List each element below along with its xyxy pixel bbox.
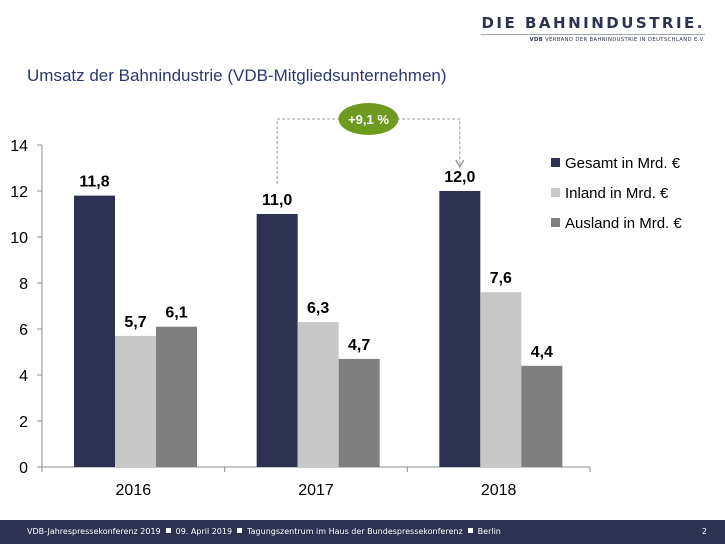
data-label: 7,6 — [490, 270, 512, 287]
data-label: 6,1 — [165, 305, 187, 322]
legend-swatch — [551, 158, 560, 167]
y-tick-label: 6 — [19, 322, 28, 339]
legend-swatch — [551, 218, 560, 227]
bar — [156, 326, 197, 467]
x-tick-label: 2016 — [116, 482, 152, 499]
y-tick-label: 4 — [19, 368, 28, 385]
bar — [115, 335, 156, 467]
growth-badge-label: +9,1 % — [348, 112, 389, 127]
data-label: 4,7 — [348, 337, 370, 354]
y-tick-label: 12 — [10, 184, 28, 201]
legend-swatch — [551, 188, 560, 197]
logo-sub-rest: VERBAND DER BAHNINDUSTRIE IN DEUTSCHLAND… — [543, 37, 705, 43]
y-tick-label: 14 — [10, 138, 28, 155]
footer-event: VDB-Jahrespressekonferenz 2019 — [27, 527, 161, 536]
page-number: 2 — [701, 527, 707, 536]
data-label: 6,3 — [307, 300, 329, 317]
footer-separator — [467, 528, 473, 533]
footer-city: Berlin — [477, 527, 501, 536]
x-tick-label: 2018 — [481, 482, 517, 499]
vdb-logo: DIE BAHNINDUSTRIE. VDB VERBAND DER BAHNI… — [481, 14, 705, 43]
y-tick-label: 0 — [19, 460, 28, 477]
growth-badge — [338, 103, 399, 135]
bar — [439, 191, 481, 467]
logo-rule — [481, 34, 705, 35]
y-tick-label: 8 — [19, 276, 28, 293]
y-tick-label: 10 — [10, 230, 28, 247]
footer-text: VDB-Jahrespressekonferenz 2019 09. April … — [27, 527, 501, 536]
footer-date: 09. April 2019 — [175, 527, 233, 536]
logo-subline: VDB VERBAND DER BAHNINDUSTRIE IN DEUTSCH… — [481, 37, 705, 43]
data-label: 4,4 — [531, 344, 553, 361]
data-label: 11,0 — [262, 192, 292, 209]
revenue-bar-chart: 0 2 4 6 8 10 12 14 2016 2017 2018 11,8 5,7 6,1 11,0 6,3… — [10, 103, 682, 499]
bar — [256, 214, 298, 467]
y-tick-label: 2 — [19, 414, 28, 431]
bar — [521, 365, 563, 467]
data-label: 5,7 — [124, 314, 146, 331]
logo-wordmark: DIE BAHNINDUSTRIE. — [481, 14, 705, 32]
footer-bar: VDB-Jahrespressekonferenz 2019 09. April … — [0, 520, 725, 544]
legend-label: Inland in Mrd. € — [565, 185, 669, 202]
slide-title: Umsatz der Bahnindustrie (VDB-Mitgliedsu… — [27, 66, 447, 85]
bar — [74, 195, 115, 467]
legend-label: Ausland in Mrd. € — [565, 215, 682, 232]
legend-label: Gesamt in Mrd. € — [565, 155, 681, 172]
growth-arrowhead — [455, 159, 465, 169]
data-label: 12,0 — [444, 169, 475, 186]
x-tick-label: 2017 — [298, 482, 334, 499]
bar — [480, 292, 522, 467]
bar — [297, 322, 339, 467]
footer-venue: Tagungszentrum im Haus der Bundespressek… — [247, 527, 463, 536]
footer-separator — [165, 528, 171, 533]
footer-separator — [237, 528, 243, 533]
data-label: 11,8 — [79, 174, 109, 191]
bar — [338, 358, 380, 467]
logo-sub-bold: VDB — [529, 37, 544, 43]
